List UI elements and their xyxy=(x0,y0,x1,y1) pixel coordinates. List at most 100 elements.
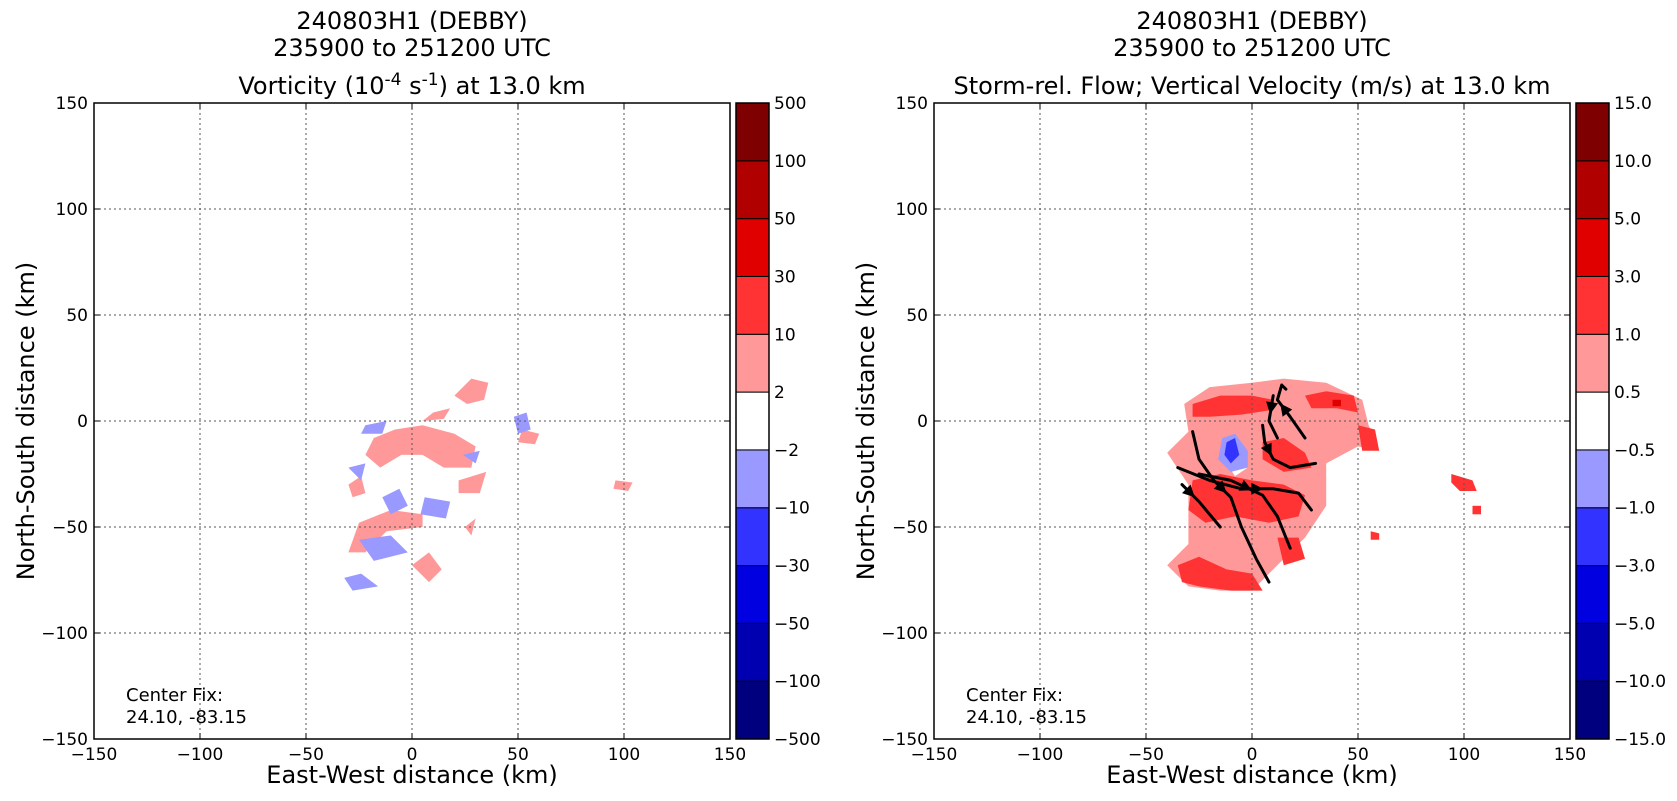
center-fix-value: 24.10, -83.15 xyxy=(966,707,1087,728)
colorbar-segment xyxy=(1575,391,1610,451)
chart-subtitle: 235900 to 251200 UTC xyxy=(273,34,551,62)
contour-region xyxy=(1224,438,1240,464)
streamline-layer xyxy=(1176,383,1318,584)
y-axis-label: North-South distance (km) xyxy=(852,262,880,581)
y-tick-label: −100 xyxy=(881,624,928,644)
colorbar-segment xyxy=(1575,565,1610,624)
x-tick-label: 50 xyxy=(1347,745,1369,765)
colorbar-segment xyxy=(1575,333,1610,393)
colorbar-tick-label: 100 xyxy=(774,152,806,172)
x-tick-label: 50 xyxy=(507,745,529,765)
colorbar-segment xyxy=(735,333,770,393)
streamline xyxy=(1197,472,1292,550)
colorbar-segment xyxy=(735,160,770,220)
x-tick-label: −50 xyxy=(1128,745,1164,765)
contour-region xyxy=(412,552,442,583)
colorbar-segment xyxy=(735,449,770,509)
chart-panel-1: 240803H1 (DEBBY)235900 to 251200 UTC Vort… xyxy=(12,7,821,789)
colorbar-segment xyxy=(735,622,770,682)
contour-region xyxy=(361,421,387,434)
colorbar-tick-label: −0.5 xyxy=(1614,441,1655,461)
y-tick-label: 150 xyxy=(56,94,88,114)
colorbar-tick-label: 5.0 xyxy=(1614,210,1641,230)
colorbar-tick-label: −10 xyxy=(774,499,810,519)
contour-layer xyxy=(344,378,633,591)
center-fix-label: Center Fix: xyxy=(966,685,1063,706)
chart-title: 240803H1 (DEBBY) xyxy=(1136,7,1367,35)
x-tick-label: 100 xyxy=(1448,745,1480,765)
y-tick-label: 0 xyxy=(77,412,88,432)
colorbar-tick-label: 3.0 xyxy=(1614,267,1641,287)
x-tick-label: 150 xyxy=(714,745,746,765)
colorbar-segment xyxy=(1575,680,1610,740)
streamline-arrow xyxy=(1182,484,1195,498)
colorbar-tick-label: 500 xyxy=(774,94,806,114)
contour-region xyxy=(462,450,480,464)
colorbar-segment xyxy=(1575,102,1610,162)
x-tick-label: −150 xyxy=(71,745,118,765)
y-tick-label: −50 xyxy=(52,518,88,538)
streamline-arrow xyxy=(1260,442,1272,456)
x-tick-label: −150 xyxy=(911,745,958,765)
y-axis-label: North-South distance (km) xyxy=(12,262,40,581)
title-part-exp1: -4 xyxy=(385,70,402,90)
center-fix-value: 24.10, -83.15 xyxy=(126,707,247,728)
colorbar-tick-label: −3.0 xyxy=(1614,557,1655,577)
colorbar-segment xyxy=(735,218,770,277)
colorbar-tick-label: −1.0 xyxy=(1614,499,1655,519)
streamline-arrow xyxy=(1266,401,1278,415)
x-tick-label: −100 xyxy=(177,745,224,765)
x-tick-label: −50 xyxy=(288,745,324,765)
colorbar-tick-label: 0.5 xyxy=(1614,383,1641,403)
colorbar-segment xyxy=(735,391,770,451)
colorbar-tick-label: −500 xyxy=(774,730,821,750)
y-tick-label: 0 xyxy=(917,412,928,432)
center-fix-label: Center Fix: xyxy=(126,685,223,706)
y-tick-label: 50 xyxy=(906,306,928,326)
streamline xyxy=(1275,383,1307,440)
title-part-prefix: Storm-rel. Flow; Vertical Velocity (m/s)… xyxy=(954,72,1551,100)
contour-region xyxy=(382,488,408,515)
colorbar-tick-label: 1.0 xyxy=(1614,325,1641,345)
colorbar-segment xyxy=(1575,218,1610,277)
contour-region xyxy=(359,535,408,561)
contour-region xyxy=(422,408,451,421)
contour-region xyxy=(1370,531,1380,540)
contour-region xyxy=(365,425,476,468)
colorbar-tick-label: −10.0 xyxy=(1614,672,1666,692)
colorbar-tick-label: 50 xyxy=(774,210,796,230)
contour-layer xyxy=(1167,378,1481,591)
contour-region xyxy=(1192,395,1274,417)
contour-region xyxy=(1277,537,1305,566)
contour-region xyxy=(1177,556,1263,591)
streamline xyxy=(1261,423,1318,470)
x-tick-label: 150 xyxy=(1554,745,1586,765)
colorbar-tick-label: −15.0 xyxy=(1614,730,1666,750)
contour-region xyxy=(1358,425,1380,451)
contour-region xyxy=(458,471,487,494)
contour-region xyxy=(1332,399,1341,407)
contour-region xyxy=(518,429,540,445)
streamline-arrow xyxy=(1280,403,1293,417)
x-tick-label: 100 xyxy=(608,745,640,765)
colorbar-frame xyxy=(735,102,770,740)
y-tick-label: −150 xyxy=(41,730,88,750)
colorbar-segment xyxy=(735,507,770,567)
x-axis-label: East-West distance (km) xyxy=(1106,761,1397,789)
contour-region xyxy=(344,573,379,591)
chart-title-variable: Storm-rel. Flow; Vertical Velocity (m/s)… xyxy=(954,72,1551,100)
title-part-exp2: -1 xyxy=(422,70,439,90)
streamline xyxy=(1191,430,1271,584)
chart-subtitle: 235900 to 251200 UTC xyxy=(1113,34,1391,62)
colorbar-tick-label: −50 xyxy=(774,614,810,634)
title-part-suffix: ) at 13.0 km xyxy=(439,72,586,100)
x-axis-label: East-West distance (km) xyxy=(266,761,557,789)
colorbar-tick-label: −30 xyxy=(774,557,810,577)
streamline-arrow xyxy=(1213,480,1227,494)
colorbar-tick-label: 30 xyxy=(774,267,796,287)
colorbar-tick-label: −2 xyxy=(774,441,799,461)
contour-region xyxy=(1451,474,1477,491)
y-tick-label: 100 xyxy=(896,200,928,220)
colorbar-segment xyxy=(735,102,770,162)
colorbar-segment xyxy=(735,275,770,335)
